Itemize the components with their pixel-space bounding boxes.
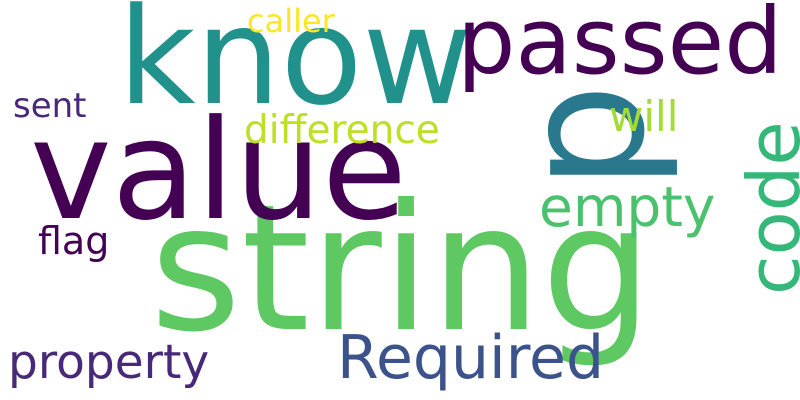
word-required: Required (337, 323, 605, 393)
word-string: string (150, 168, 653, 371)
word-caller: caller (247, 2, 335, 40)
word-know: know (118, 0, 473, 135)
word-passed: passed (457, 0, 783, 95)
word-sent: sent (13, 86, 87, 126)
word-will: will (609, 92, 679, 141)
word-code: code (732, 121, 800, 295)
word-property: property (8, 335, 210, 390)
word-value: value (30, 90, 407, 251)
word-empty: empty (539, 175, 716, 239)
word-flag: flag (38, 219, 110, 263)
word-difference: difference (244, 108, 440, 153)
